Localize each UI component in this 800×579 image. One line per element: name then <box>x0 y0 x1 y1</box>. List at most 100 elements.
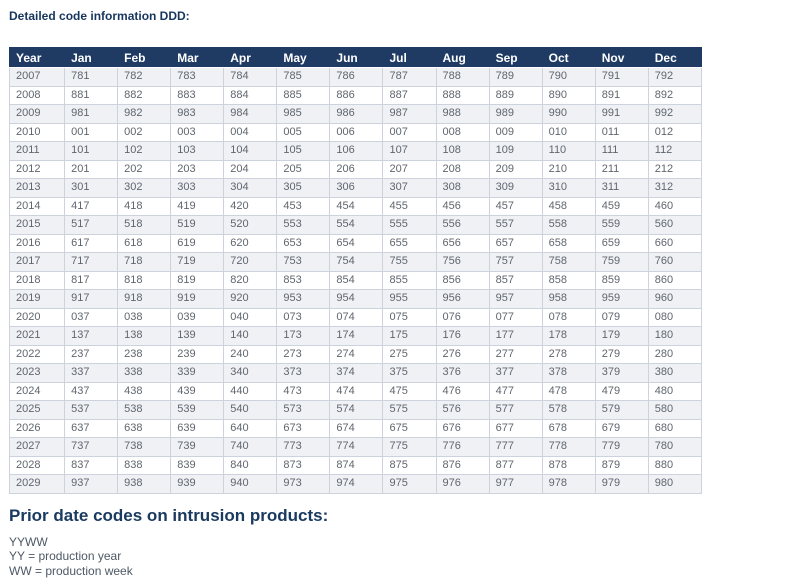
code-cell: 819 <box>170 270 225 290</box>
code-cell: 180 <box>647 326 703 346</box>
table-row: 2012 201 202 203 204 205 206 207 208 209 210 211 212 <box>8 159 703 179</box>
code-cell: 881 <box>64 85 119 105</box>
table-row: 2008 881 882 883 884 885 886 887 888 889 890 891 892 <box>8 85 703 105</box>
code-cell: 737 <box>64 437 119 457</box>
code-cell: 109 <box>488 141 543 161</box>
code-cell: 380 <box>647 363 703 383</box>
code-cell: 659 <box>594 233 649 253</box>
code-cell: 377 <box>488 363 543 383</box>
code-cell: 854 <box>329 270 384 290</box>
code-cell: 555 <box>382 215 437 235</box>
code-cell: 539 <box>170 400 225 420</box>
code-cell: 877 <box>488 455 543 475</box>
code-cell: 079 <box>594 307 649 327</box>
code-cell: 778 <box>541 437 596 457</box>
code-cell: 111 <box>594 141 649 161</box>
table-row: 2007 781 782 783 784 785 786 787 788 789 790 791 792 <box>8 67 703 87</box>
note-format: YYWW <box>9 534 48 549</box>
code-cell: 373 <box>276 363 331 383</box>
table-row: 2010 001 002 003 004 005 006 007 008 009 010 011 012 <box>8 122 703 142</box>
code-cell: 107 <box>382 141 437 161</box>
code-cell: 419 <box>170 196 225 216</box>
column-header-month: Sep <box>488 47 543 68</box>
code-cell: 276 <box>435 344 490 364</box>
code-cell: 102 <box>117 141 172 161</box>
code-cell: 654 <box>329 233 384 253</box>
code-cell: 891 <box>594 85 649 105</box>
code-cell: 078 <box>541 307 596 327</box>
code-cell: 858 <box>541 270 596 290</box>
code-cell: 577 <box>488 400 543 420</box>
code-cell: 003 <box>170 122 225 142</box>
code-cell: 374 <box>329 363 384 383</box>
code-cell: 012 <box>647 122 703 142</box>
code-cell: 540 <box>223 400 278 420</box>
code-cell: 880 <box>647 455 703 475</box>
code-cell: 837 <box>64 455 119 475</box>
column-header-month: Jul <box>382 47 437 68</box>
code-cell: 475 <box>382 381 437 401</box>
code-cell: 980 <box>647 474 703 494</box>
year-cell: 2025 <box>8 400 66 420</box>
code-cell: 857 <box>488 270 543 290</box>
code-cell: 201 <box>64 159 119 179</box>
code-cell: 304 <box>223 178 278 198</box>
code-cell: 277 <box>488 344 543 364</box>
code-cell: 303 <box>170 178 225 198</box>
code-cell: 838 <box>117 455 172 475</box>
code-cell: 918 <box>117 289 172 309</box>
code-cell: 992 <box>647 104 703 124</box>
code-cell: 474 <box>329 381 384 401</box>
code-cell: 678 <box>541 418 596 438</box>
table-row: 2021 137 138 139 140 173 174 175 176 177 178 179 180 <box>8 326 703 346</box>
table-row: 2009 981 982 983 984 985 986 987 988 989 990 991 992 <box>8 104 703 124</box>
code-cell: 783 <box>170 67 225 87</box>
code-cell: 375 <box>382 363 437 383</box>
code-cell: 178 <box>541 326 596 346</box>
code-cell: 112 <box>647 141 703 161</box>
table-row: 2016 617 618 619 620 653 654 655 656 657 658 659 660 <box>8 233 703 253</box>
year-cell: 2020 <box>8 307 66 327</box>
code-cell: 209 <box>488 159 543 179</box>
code-cell: 105 <box>276 141 331 161</box>
code-cell: 655 <box>382 233 437 253</box>
code-cell: 839 <box>170 455 225 475</box>
code-cell: 658 <box>541 233 596 253</box>
code-cell: 974 <box>329 474 384 494</box>
code-cell: 478 <box>541 381 596 401</box>
code-cell: 919 <box>170 289 225 309</box>
code-cell: 309 <box>488 178 543 198</box>
code-cell: 179 <box>594 326 649 346</box>
code-cell: 339 <box>170 363 225 383</box>
code-cell: 985 <box>276 104 331 124</box>
section-heading: Prior date codes on intrusion products: <box>9 505 329 525</box>
code-cell: 617 <box>64 233 119 253</box>
table-row: 2027 737 738 739 740 773 774 775 776 777 778 779 780 <box>8 437 703 457</box>
code-cell: 074 <box>329 307 384 327</box>
code-cell: 476 <box>435 381 490 401</box>
code-cell: 817 <box>64 270 119 290</box>
table-row: 2019 917 918 919 920 953 954 955 956 957 958 959 960 <box>8 289 703 309</box>
code-cell: 792 <box>647 67 703 87</box>
code-cell: 640 <box>223 418 278 438</box>
code-cell: 458 <box>541 196 596 216</box>
code-cell: 376 <box>435 363 490 383</box>
code-cell: 984 <box>223 104 278 124</box>
column-header-month: Jun <box>329 47 384 68</box>
code-cell: 990 <box>541 104 596 124</box>
code-cell: 177 <box>488 326 543 346</box>
code-cell: 755 <box>382 252 437 272</box>
code-cell: 786 <box>329 67 384 87</box>
table-row: 2023 337 338 339 340 373 374 375 376 377 378 379 380 <box>8 363 703 383</box>
code-cell: 676 <box>435 418 490 438</box>
table-header-row: Year Jan Feb Mar Apr May Jun Jul Aug Sep Oct Nov Dec <box>8 47 703 68</box>
date-code-notes: YYWW YY = production year WW = productio… <box>9 535 792 579</box>
code-cell: 307 <box>382 178 437 198</box>
year-cell: 2022 <box>8 344 66 364</box>
code-cell: 438 <box>117 381 172 401</box>
code-cell: 890 <box>541 85 596 105</box>
code-cell: 920 <box>223 289 278 309</box>
code-cell: 789 <box>488 67 543 87</box>
code-cell: 776 <box>435 437 490 457</box>
